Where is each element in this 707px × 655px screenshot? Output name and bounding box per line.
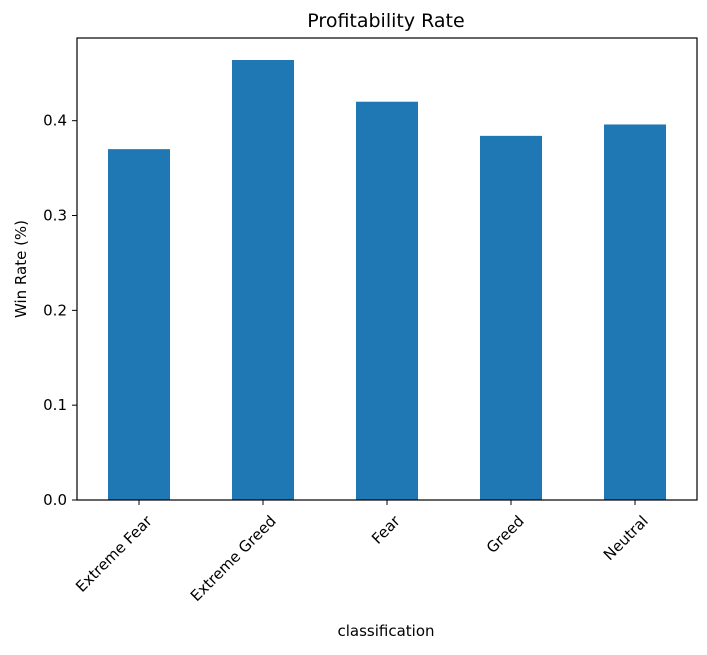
x-tick-label: Extreme Fear bbox=[72, 511, 156, 595]
y-tick-label: 0.0 bbox=[43, 491, 67, 509]
y-axis-ticks: 0.0 0.1 0.2 0.3 0.4 bbox=[43, 112, 77, 509]
x-tick-label: Fear bbox=[368, 511, 404, 547]
y-tick-label: 0.4 bbox=[43, 112, 67, 130]
x-axis-ticks: Extreme Fear Extreme Greed Fear Greed Neutra… bbox=[72, 500, 652, 605]
y-tick-label: 0.3 bbox=[43, 207, 67, 225]
bar-fear bbox=[356, 101, 418, 500]
x-tick-label: Greed bbox=[483, 512, 528, 557]
bar-neutral bbox=[604, 124, 666, 500]
x-axis-label: classification bbox=[337, 622, 434, 640]
bars-layer bbox=[108, 60, 666, 501]
x-tick-label: Neutral bbox=[600, 512, 652, 564]
x-tick-label: Extreme Greed bbox=[187, 512, 280, 605]
y-tick-label: 0.2 bbox=[43, 301, 67, 319]
chart-title: Profitability Rate bbox=[307, 10, 464, 32]
plot-frame bbox=[76, 37, 698, 501]
y-tick-label: 0.1 bbox=[43, 396, 67, 414]
bar-extreme-fear bbox=[108, 149, 170, 500]
bar-greed bbox=[480, 135, 542, 501]
y-axis-label: Win Rate (%) bbox=[12, 220, 30, 318]
bar-extreme-greed bbox=[232, 60, 294, 500]
